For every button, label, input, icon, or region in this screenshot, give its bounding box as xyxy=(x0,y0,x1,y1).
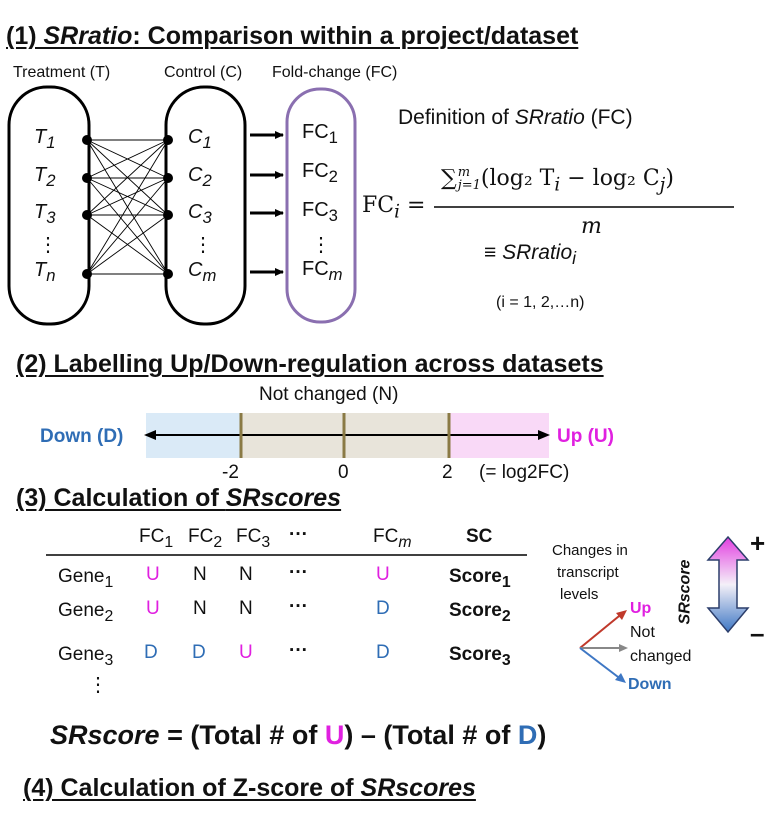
control-ellipsis: ⋮ xyxy=(193,234,213,256)
tick-label-0: 0 xyxy=(338,462,349,483)
srscore-double-arrow xyxy=(706,535,750,634)
srscore-formula: SRscore = (Total # of U) – (Total # of D… xyxy=(50,720,547,750)
unit-note: (= log2FC) xyxy=(479,462,570,483)
cell-r2-c2: N xyxy=(193,598,207,619)
up-label: Up (U) xyxy=(557,426,614,447)
legend-down-label: Down xyxy=(628,676,672,693)
section1-title: (1) SRratio: Comparison within a project… xyxy=(6,22,579,50)
down-label: Down (D) xyxy=(40,426,124,447)
cell-r1-cm: U xyxy=(376,564,390,585)
column-header-fc3: FC3 xyxy=(236,526,271,551)
cell-r2-c3: N xyxy=(239,598,253,619)
treatment-group-oval xyxy=(7,85,91,326)
treatment-item-1: T1 xyxy=(34,126,56,152)
formula-denominator: m xyxy=(581,214,602,239)
cell-r3-c1: D xyxy=(144,642,158,663)
legend-down-arrow xyxy=(579,647,623,681)
control-to-fc-arrows xyxy=(250,131,284,276)
treatment-item-n: Tn xyxy=(34,259,56,285)
row-ellipsis: ⋮ xyxy=(88,674,108,696)
cell-r2-c1: U xyxy=(146,598,160,619)
control-item-1: C1 xyxy=(188,126,212,152)
legend-title-line3: levels xyxy=(560,586,599,603)
formula-numerator: ∑ m j=1 (log₂ Ti − log₂ Cj) xyxy=(441,165,674,196)
foldchange-label: Fold-change (FC) xyxy=(272,64,398,81)
legend-title-line1: Changes in xyxy=(552,542,628,559)
legend-changed-label: changed xyxy=(630,648,692,665)
cell-r1-c1: U xyxy=(146,564,160,585)
column-header-fc1: FC1 xyxy=(139,526,174,551)
score-3: Score3 xyxy=(449,644,511,669)
control-group-oval xyxy=(164,85,247,326)
cell-r1-ellipsis: ··· xyxy=(289,562,308,583)
score-2: Score2 xyxy=(449,600,511,625)
score-1: Score1 xyxy=(449,566,511,591)
table-row-gene2: Gene2 xyxy=(58,600,114,625)
control-item-2: C2 xyxy=(188,164,212,190)
cell-r2-ellipsis: ··· xyxy=(289,596,308,617)
treatment-item-2: T2 xyxy=(34,164,56,190)
column-header-sc: SC xyxy=(466,526,493,547)
cell-r2-cm: D xyxy=(376,598,390,619)
legend-title-line2: transcript xyxy=(557,564,619,581)
column-header-ellipsis: ··· xyxy=(289,524,308,545)
number-line-right-arrowhead xyxy=(538,430,550,440)
cell-r3-cm: D xyxy=(376,642,390,663)
section3-title: (3) Calculation of SRscores xyxy=(16,484,342,512)
control-item-m: Cm xyxy=(188,259,217,285)
treatment-item-3: T3 xyxy=(34,201,56,227)
srratio-equivalence: ≡ SRratioi xyxy=(484,241,577,269)
not-changed-label: Not changed (N) xyxy=(259,384,399,405)
tick-label-minus-2: -2 xyxy=(222,462,239,483)
legend-up-label: Up xyxy=(630,600,652,617)
legend-up-arrow xyxy=(579,611,625,649)
tick-label-plus-2: 2 xyxy=(442,462,453,483)
fc-item-2: FC2 xyxy=(302,160,338,186)
control-item-3: C3 xyxy=(188,201,212,227)
table-row-gene1: Gene1 xyxy=(58,566,114,591)
table-row-gene3: Gene3 xyxy=(58,644,114,669)
definition-title: Definition of SRratio (FC) xyxy=(398,106,633,129)
sample-dots xyxy=(82,135,173,279)
section2-title: (2) Labelling Up/Down-regulation across … xyxy=(16,350,604,378)
legend-not-label: Not xyxy=(630,624,655,641)
cell-r3-c3: U xyxy=(239,642,253,663)
srscore-minus: – xyxy=(750,618,765,648)
pairwise-comparison-lines xyxy=(86,139,169,275)
foldchange-group-oval xyxy=(285,87,357,324)
treatment-ellipsis: ⋮ xyxy=(38,234,58,256)
column-header-fc2: FC2 xyxy=(188,526,223,551)
control-label: Control (C) xyxy=(164,64,243,81)
cell-r1-c2: N xyxy=(193,564,207,585)
treatment-label: Treatment (T) xyxy=(13,64,111,81)
fc-item-1: FC1 xyxy=(302,121,338,147)
cell-r1-c3: N xyxy=(239,564,253,585)
cell-r3-c2: D xyxy=(192,642,206,663)
column-header-fcm: FCm xyxy=(373,526,412,551)
fc-ellipsis: ⋮ xyxy=(311,234,331,256)
cell-r3-ellipsis: ··· xyxy=(289,640,308,661)
number-line-left-arrowhead xyxy=(144,430,156,440)
srscore-plus: + xyxy=(750,528,766,558)
section4-title: (4) Calculation of Z-score of SRscores xyxy=(23,774,476,802)
index-range: (i = 1, 2,…n) xyxy=(496,294,585,311)
formula-lhs: FCi = xyxy=(362,193,426,223)
fc-item-3: FC3 xyxy=(302,199,338,225)
srscore-axis-label: SRscore xyxy=(676,559,694,625)
fc-item-m: FCm xyxy=(302,258,343,284)
